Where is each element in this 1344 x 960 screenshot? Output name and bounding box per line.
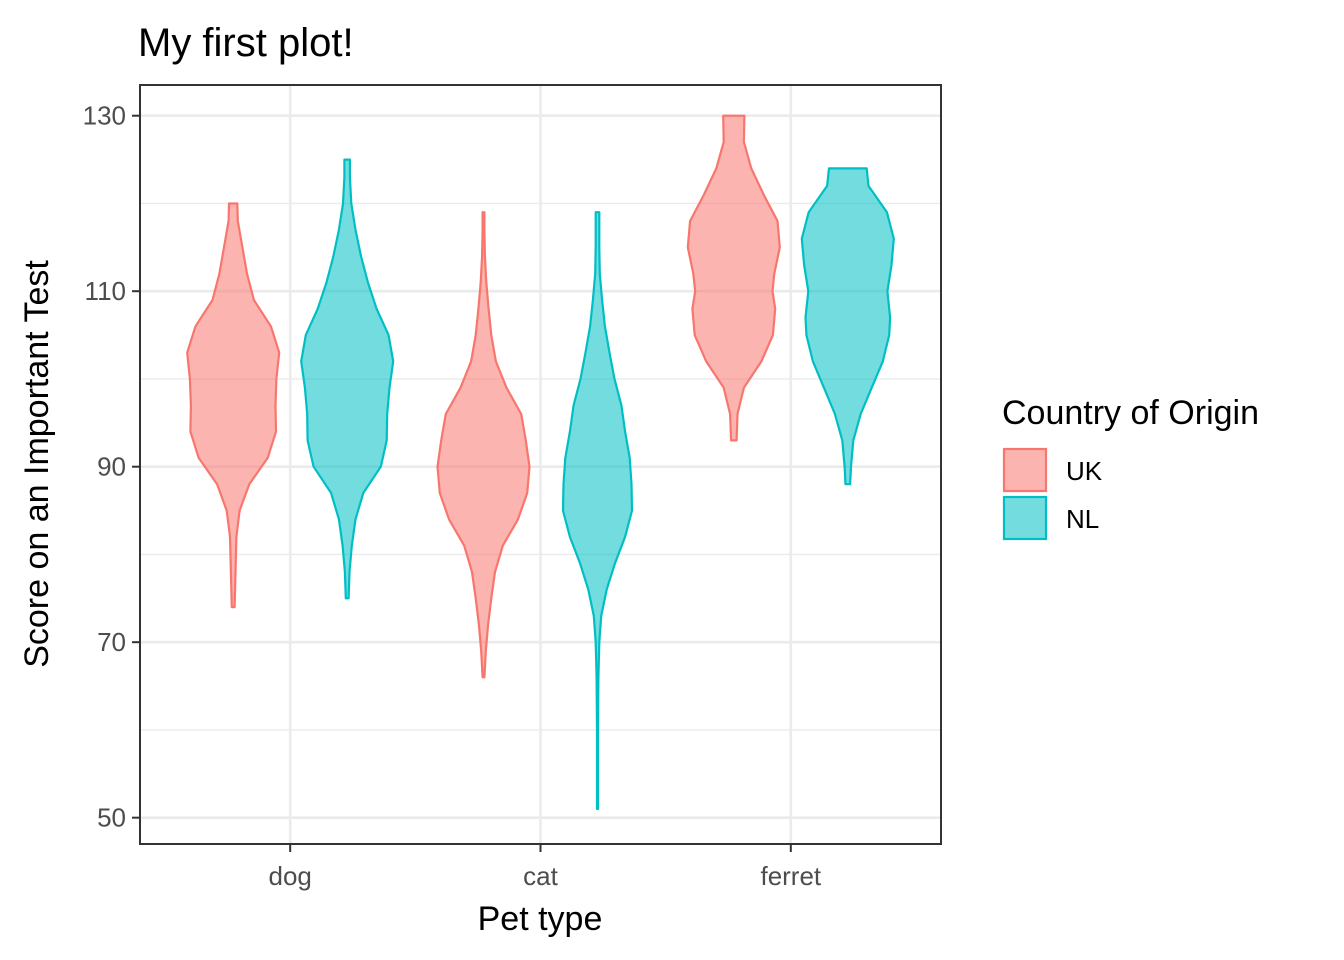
violin-uk-cat <box>436 211 531 679</box>
y-tick-label: 70 <box>97 627 126 657</box>
major-grid <box>140 85 941 844</box>
y-tick-label: 110 <box>85 276 126 306</box>
violin-nl-cat <box>561 211 634 810</box>
legend-title: Country of Origin <box>1002 394 1259 432</box>
legend-label-nl: NL <box>1066 504 1099 534</box>
y-axis-title: Score on an Important Test <box>18 260 56 668</box>
violin-nl-ferret <box>800 167 895 486</box>
x-tick-label: cat <box>523 861 558 891</box>
legend-key-nl <box>1002 495 1048 541</box>
y-tick-label: 90 <box>97 452 126 482</box>
x-axis-title: Pet type <box>478 900 603 938</box>
violin-uk-ferret <box>686 114 781 442</box>
chart-title: My first plot! <box>138 21 354 65</box>
legend: Country of Origin UK NL <box>1002 394 1259 541</box>
legend-label-uk: UK <box>1066 456 1103 486</box>
y-axis: 50 70 90 110 130 <box>83 101 140 833</box>
x-axis: dog cat ferret <box>268 844 822 891</box>
violin-uk-dog <box>186 202 281 609</box>
legend-key-uk <box>1002 447 1048 493</box>
violins <box>186 114 895 810</box>
violin-nl-dog <box>300 158 395 600</box>
x-tick-label: dog <box>268 861 311 891</box>
y-tick-label: 50 <box>97 803 126 833</box>
y-tick-label: 130 <box>83 101 126 131</box>
x-tick-label: ferret <box>760 861 821 891</box>
